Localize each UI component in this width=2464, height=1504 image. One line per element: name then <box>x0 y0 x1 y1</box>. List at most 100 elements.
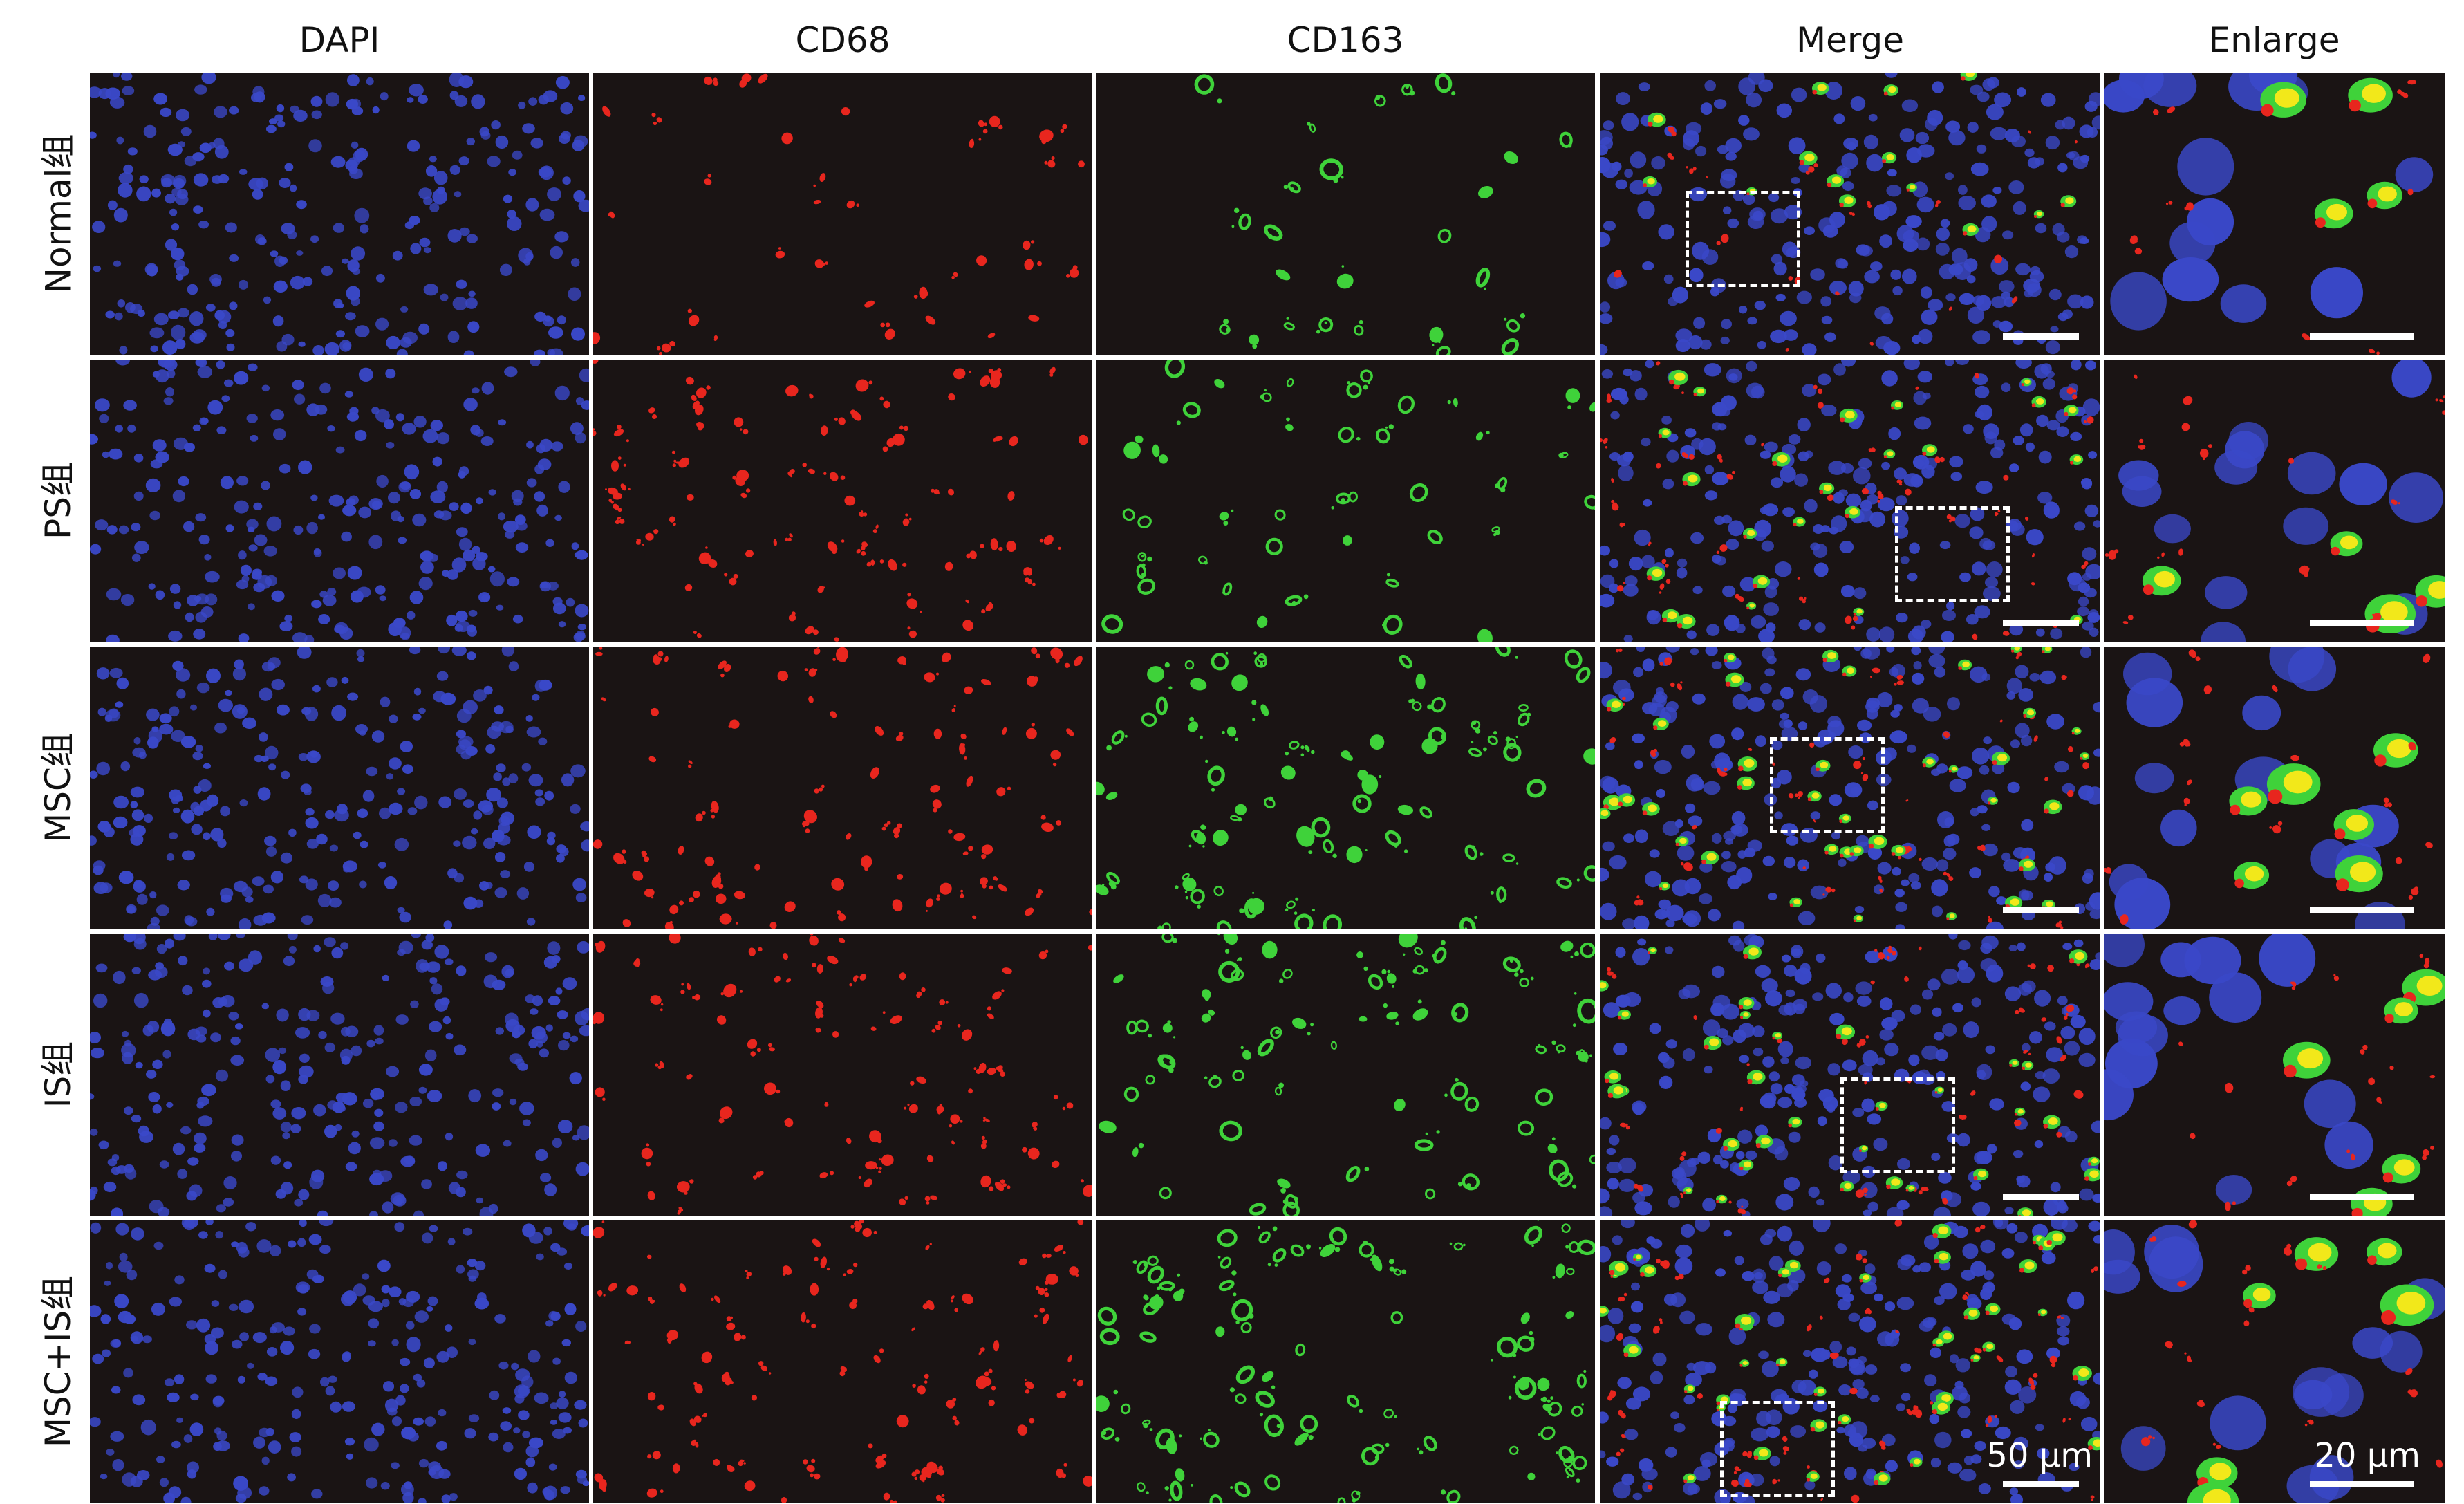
speckle-mark <box>711 1297 714 1301</box>
speckle-mark <box>1007 786 1011 790</box>
nucleus-mark <box>1986 561 2003 578</box>
cell-mark <box>994 1182 1005 1191</box>
nucleus-mark <box>1867 800 1878 810</box>
nucleus-mark <box>1921 465 1935 479</box>
speckle-mark <box>716 900 719 902</box>
cell-mark <box>1083 1476 1092 1487</box>
nucleus-mark <box>131 1227 144 1241</box>
cell-mark <box>1870 980 1875 985</box>
nucleus-mark <box>253 1436 265 1449</box>
cell-mark <box>718 660 727 669</box>
nucleus-mark <box>424 1049 437 1061</box>
nucleus-mark <box>231 1339 243 1349</box>
merged-cell-mark <box>2018 858 2035 871</box>
nucleus-mark <box>530 138 543 149</box>
nucleus-mark <box>464 1428 476 1439</box>
nucleus-mark <box>542 1487 550 1496</box>
nucleus-mark <box>548 1310 559 1321</box>
speckle-mark <box>841 658 846 662</box>
nucleus-mark <box>514 514 526 525</box>
speckle-mark <box>1451 91 1456 96</box>
nucleus-mark <box>215 1231 223 1239</box>
cell-mark <box>641 1147 653 1160</box>
colocalized-signal-mark <box>1793 899 1801 904</box>
nucleus-mark <box>498 1361 509 1370</box>
nucleus-mark <box>382 1299 390 1308</box>
cell-mark <box>2203 685 2212 694</box>
nucleus-mark <box>479 127 490 137</box>
merged-cell-mark <box>1755 1135 1773 1149</box>
nucleus-mark <box>384 876 398 889</box>
speckle-mark <box>878 1170 881 1173</box>
cell-mark <box>808 468 816 474</box>
cell-mark <box>1861 488 1869 495</box>
colocalized-signal-mark <box>2387 739 2411 759</box>
cell-mark <box>875 726 884 736</box>
speckle-mark <box>997 368 1002 372</box>
nucleus-mark <box>173 601 182 609</box>
nucleus-mark <box>1642 261 1654 270</box>
cell-mark <box>1318 317 1334 333</box>
nucleus-mark <box>1919 1262 1931 1272</box>
speckle-mark <box>984 1371 989 1377</box>
nucleus-mark <box>197 366 213 378</box>
nucleus-mark <box>136 186 151 202</box>
nucleus-mark <box>2118 460 2159 491</box>
nucleus-mark <box>1722 1035 1734 1046</box>
nucleus-mark <box>1895 902 1907 912</box>
speckle-mark <box>998 124 1003 130</box>
nucleus-mark <box>465 746 478 756</box>
nucleus-mark <box>136 893 148 905</box>
nucleus-mark <box>213 1442 222 1451</box>
speckle-mark <box>1803 597 1807 600</box>
cell-mark <box>769 922 777 929</box>
nucleus-mark <box>299 1053 310 1063</box>
speckle-mark <box>949 1124 953 1128</box>
speckle-mark <box>1332 853 1337 858</box>
nucleus-mark <box>1832 1356 1848 1368</box>
speckle-mark <box>1224 949 1230 954</box>
colocalized-signal-mark <box>1609 797 1620 806</box>
nucleus-mark <box>90 770 98 779</box>
speckle-mark <box>1231 509 1234 512</box>
nucleus-mark <box>2056 426 2069 437</box>
cell-mark <box>2120 914 2129 925</box>
nucleus-mark <box>1692 586 1703 595</box>
nucleus-mark <box>353 831 362 839</box>
speckle-mark <box>1716 550 1720 554</box>
nucleus-mark <box>312 685 321 693</box>
speckle-mark <box>1852 615 1858 622</box>
nucleus-mark <box>381 1285 391 1294</box>
cell-mark <box>789 533 793 538</box>
nucleus-mark <box>276 341 288 352</box>
cell-mark <box>1282 1201 1300 1216</box>
nucleus-mark <box>139 175 149 183</box>
nucleus-mark <box>409 489 422 499</box>
nucleus-mark <box>1992 187 2002 194</box>
nucleus-mark <box>1941 631 1954 642</box>
nucleus-mark <box>472 546 480 554</box>
cell-mark <box>775 250 785 259</box>
speckle-mark <box>861 510 864 513</box>
speckle-mark <box>628 488 631 491</box>
nucleus-mark <box>1942 1023 1957 1037</box>
speckle-mark <box>2063 1016 2068 1020</box>
nucleus-mark <box>475 552 488 561</box>
nucleus-mark <box>1794 967 1812 985</box>
speckle-mark <box>973 1067 977 1070</box>
speckle-mark <box>1352 1498 1356 1503</box>
speckle-mark <box>948 829 953 834</box>
cd68-signal-mark <box>1840 417 1845 423</box>
cd68-signal-mark <box>1605 1078 1609 1084</box>
nucleus-mark <box>195 1026 207 1037</box>
speckle-mark <box>599 653 602 656</box>
cell-mark <box>648 407 655 414</box>
speckle-mark <box>1874 949 1878 952</box>
nucleus-mark <box>2046 1047 2063 1063</box>
cell-mark <box>1894 683 1897 686</box>
nucleus-mark <box>1994 439 2006 451</box>
nucleus-mark <box>1895 924 1905 929</box>
speckle-mark <box>1022 1146 1027 1153</box>
speckle-mark <box>1278 1082 1284 1088</box>
cd68-signal-mark <box>1906 188 1910 192</box>
